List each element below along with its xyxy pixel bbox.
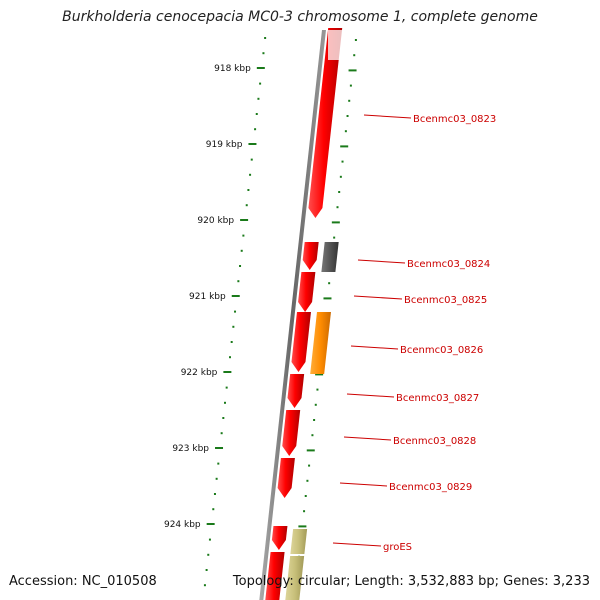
kbp-tick-label: 921 kbp: [189, 292, 226, 302]
gene-feature[interactable]: [290, 529, 308, 554]
backbone-line: [259, 30, 326, 600]
kbp-tick-label: 923 kbp: [172, 444, 209, 454]
gene-feature[interactable]: [310, 312, 331, 374]
gene-feature[interactable]: [282, 410, 301, 456]
label-leader-line: [346, 393, 395, 398]
gene-feature[interactable]: [277, 458, 295, 498]
gene-features: [265, 28, 343, 600]
gene-fade-top: [328, 30, 342, 60]
gene-feature[interactable]: [265, 552, 285, 600]
gene-feature[interactable]: [291, 312, 311, 372]
gene-label[interactable]: Bcenmc03_0827: [396, 393, 479, 404]
gene-label[interactable]: Bcenmc03_0828: [393, 436, 476, 447]
gene-feature[interactable]: [298, 272, 316, 312]
gene-label[interactable]: groES: [383, 542, 412, 553]
kbp-tick-label: 920 kbp: [197, 216, 234, 226]
kbp-tick-label: 918 kbp: [214, 64, 251, 74]
label-leader-line: [363, 114, 412, 119]
gene-label[interactable]: Bcenmc03_0823: [413, 114, 496, 125]
label-leader-line: [353, 295, 403, 300]
map-title: Burkholderia cenocepacia MC0-3 chromosom…: [62, 9, 538, 25]
gene-feature[interactable]: [271, 526, 288, 550]
label-leader-line: [339, 482, 388, 487]
kbp-tick-label: 924 kbp: [164, 520, 201, 530]
accession-text: Accession: NC_010508: [9, 574, 157, 589]
gene-labels: Bcenmc03_0823 Bcenmc03_0824 Bcenmc03_0825 B…: [332, 114, 496, 553]
topology-text: Topology: circular; Length: 3,532,883 bp…: [232, 574, 590, 589]
gene-feature[interactable]: [285, 556, 305, 600]
gene-label[interactable]: Bcenmc03_0829: [389, 482, 472, 493]
gene-feature[interactable]: [321, 242, 339, 272]
label-leader-line: [350, 345, 399, 350]
label-leader-line: [357, 259, 406, 264]
kbp-tick-label: 922 kbp: [181, 368, 218, 378]
chromosome-backbone: [259, 30, 326, 600]
label-leader-line: [332, 542, 382, 547]
gene-label[interactable]: Bcenmc03_0825: [404, 295, 487, 306]
gene-feature[interactable]: [308, 28, 343, 218]
gene-feature[interactable]: [287, 374, 305, 408]
gene-label[interactable]: Bcenmc03_0826: [400, 345, 483, 356]
gene-feature[interactable]: [302, 242, 319, 270]
gene-label[interactable]: Bcenmc03_0824: [407, 259, 490, 270]
label-leader-line: [343, 436, 392, 441]
kbp-tick-label: 919 kbp: [206, 140, 243, 150]
